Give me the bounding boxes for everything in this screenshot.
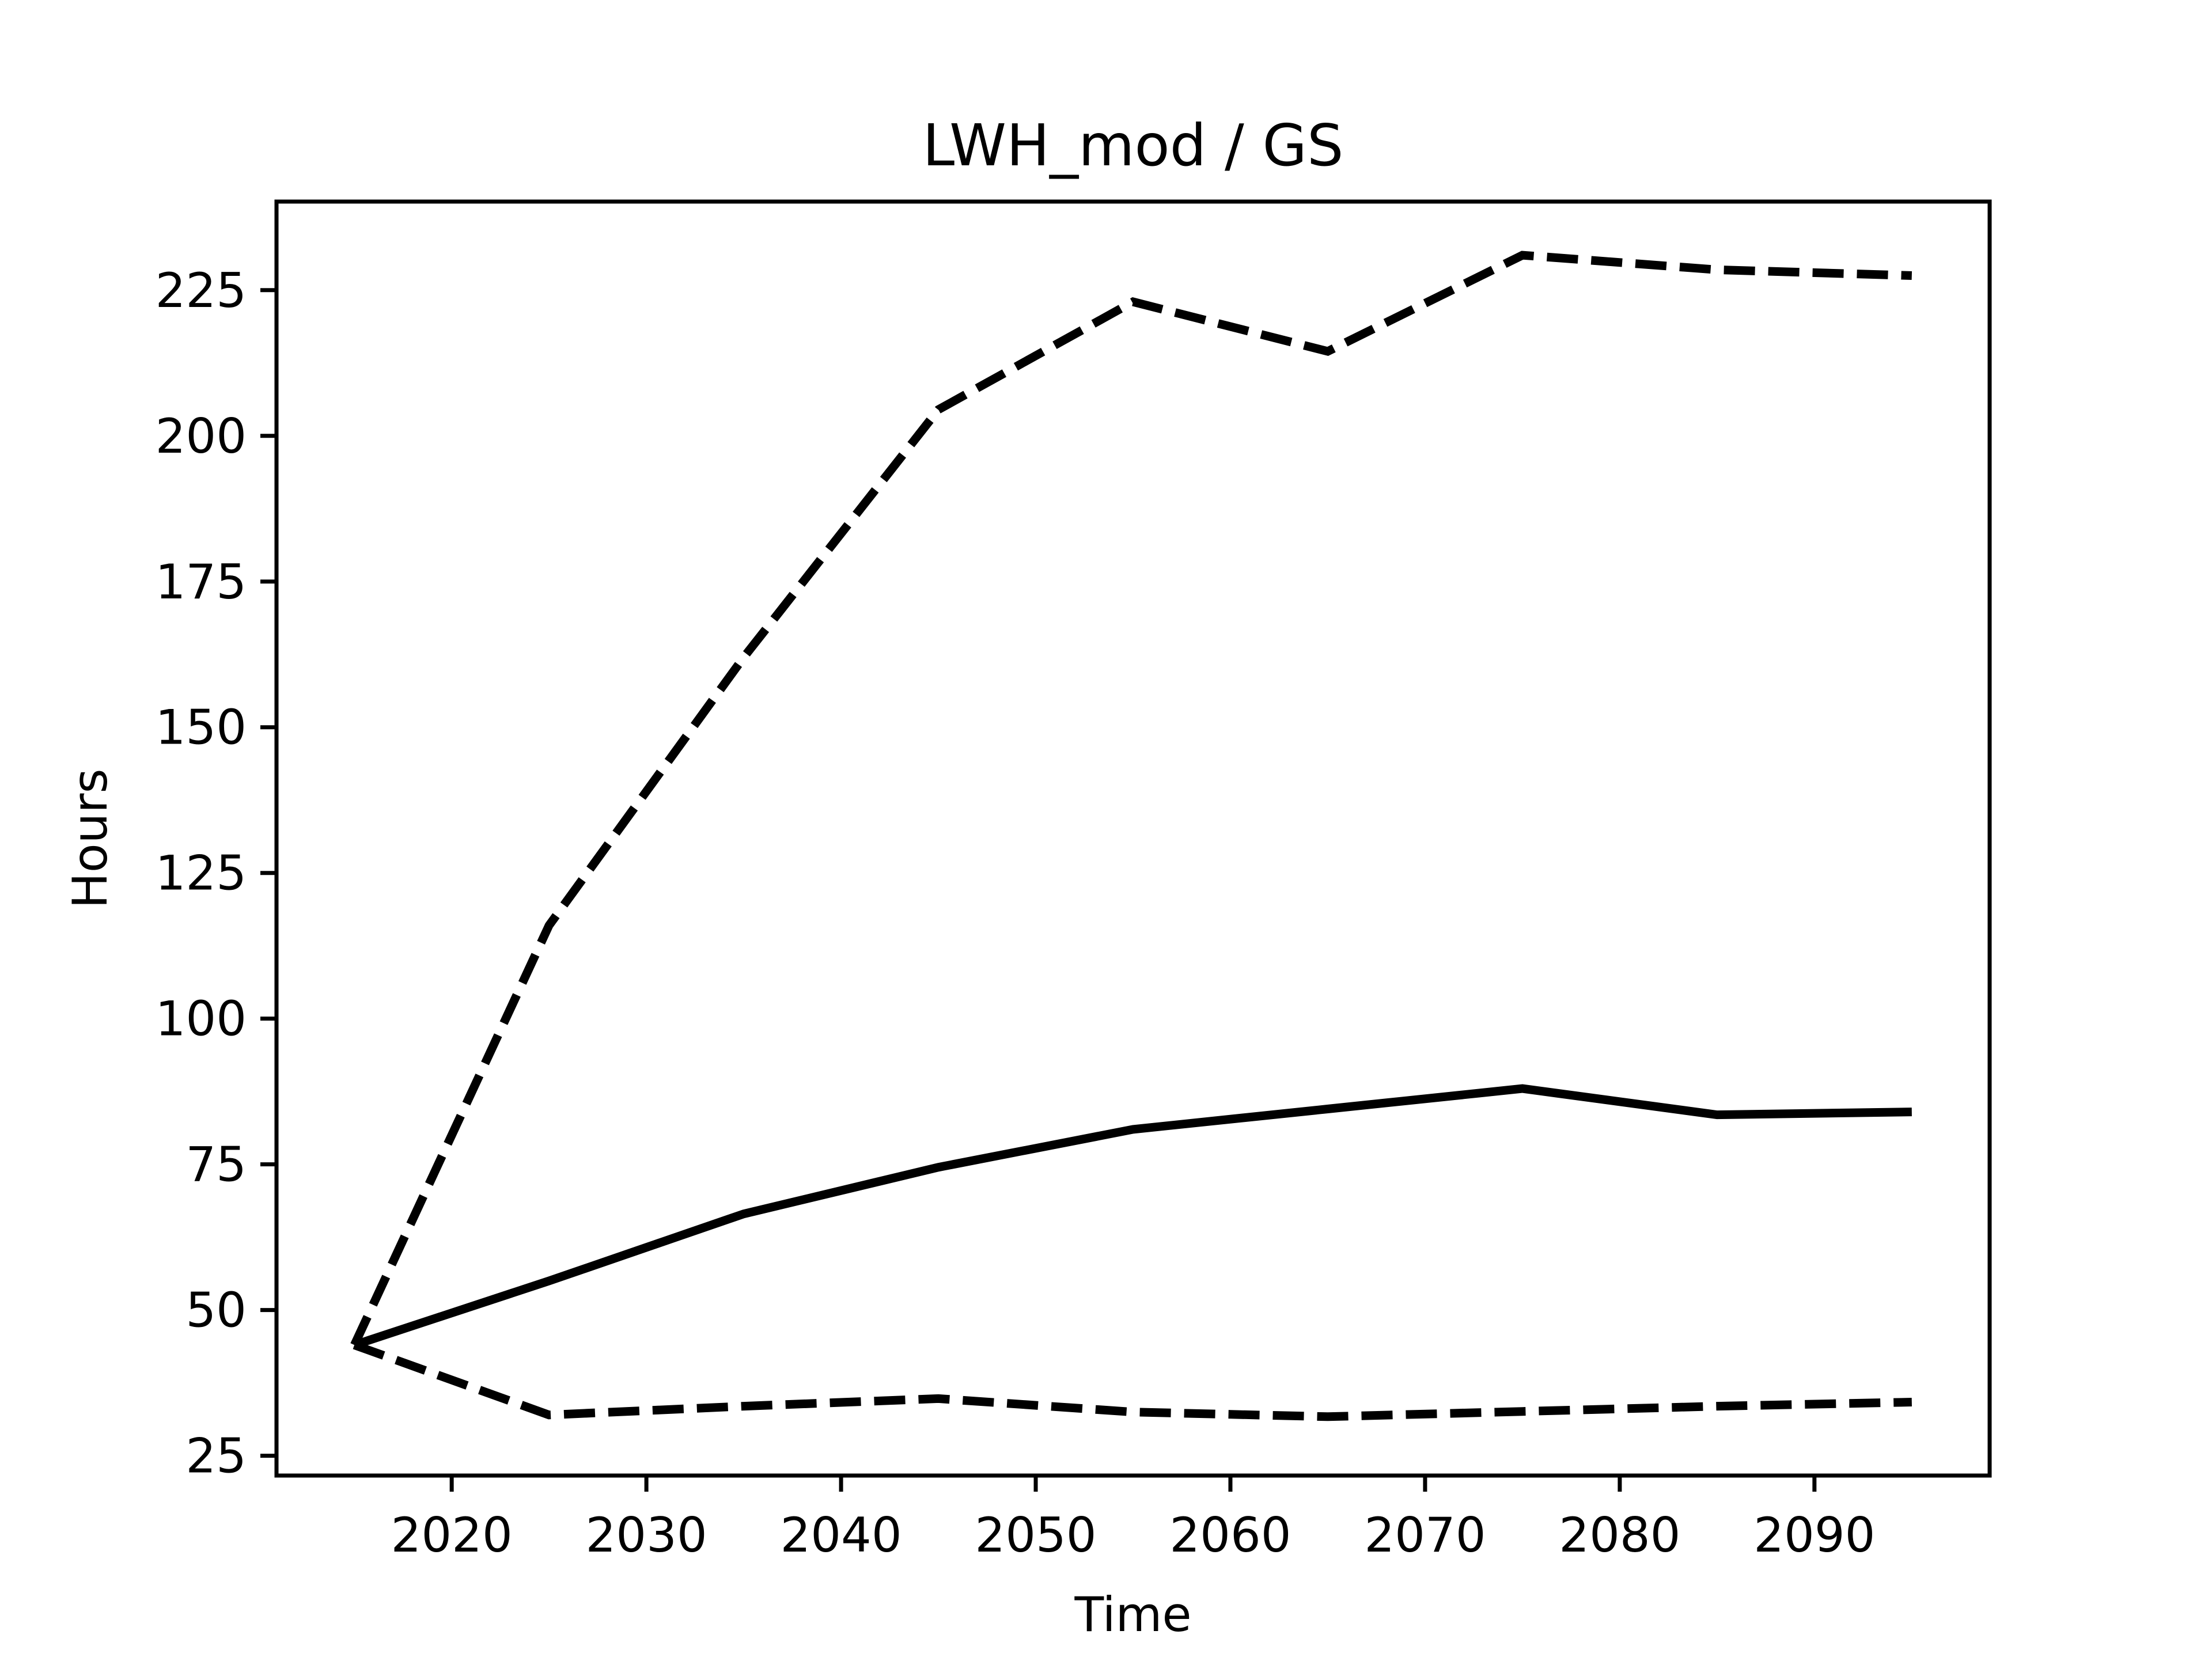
x-tick-label: 2090: [1753, 1507, 1875, 1563]
y-tick-label: 150: [156, 700, 247, 756]
x-tick-label: 2060: [1169, 1507, 1291, 1563]
chart-series: [350, 251, 1912, 1421]
y-tick-label: 100: [156, 991, 247, 1047]
series-line-dashed: [353, 1341, 1912, 1421]
y-tick-label: 50: [185, 1283, 247, 1338]
y-tick-label: 125: [156, 845, 247, 901]
x-tick-label: 2040: [780, 1507, 902, 1563]
series-line-solid: [353, 1084, 1912, 1349]
y-tick-label: 200: [156, 408, 247, 464]
y-tick-label: 75: [185, 1137, 247, 1193]
chart-title: LWH_mod / GS: [923, 112, 1344, 179]
x-tick-label: 2050: [975, 1507, 1096, 1563]
y-axis-label: Hours: [62, 768, 118, 908]
y-tick-label: 225: [156, 263, 247, 318]
x-tick-label: 2020: [391, 1507, 513, 1563]
y-axis-tick-labels: 25 50 75 100 125 150 175 200 225: [156, 263, 247, 1484]
y-axis-ticks: [260, 288, 276, 1458]
x-axis-ticks: [449, 1476, 1817, 1492]
x-tick-label: 2030: [585, 1507, 707, 1563]
x-tick-label: 2080: [1559, 1507, 1680, 1563]
y-tick-label: 25: [185, 1428, 247, 1484]
x-axis-tick-labels: 2020 2030 2040 2050 2060 2070 2080 2090: [391, 1507, 1876, 1563]
y-tick-label: 175: [156, 554, 247, 610]
plot-border: [274, 199, 1992, 1478]
x-axis-label: Time: [1074, 1587, 1191, 1643]
series-line-dashed: [350, 251, 1912, 1347]
x-tick-label: 2070: [1364, 1507, 1486, 1563]
